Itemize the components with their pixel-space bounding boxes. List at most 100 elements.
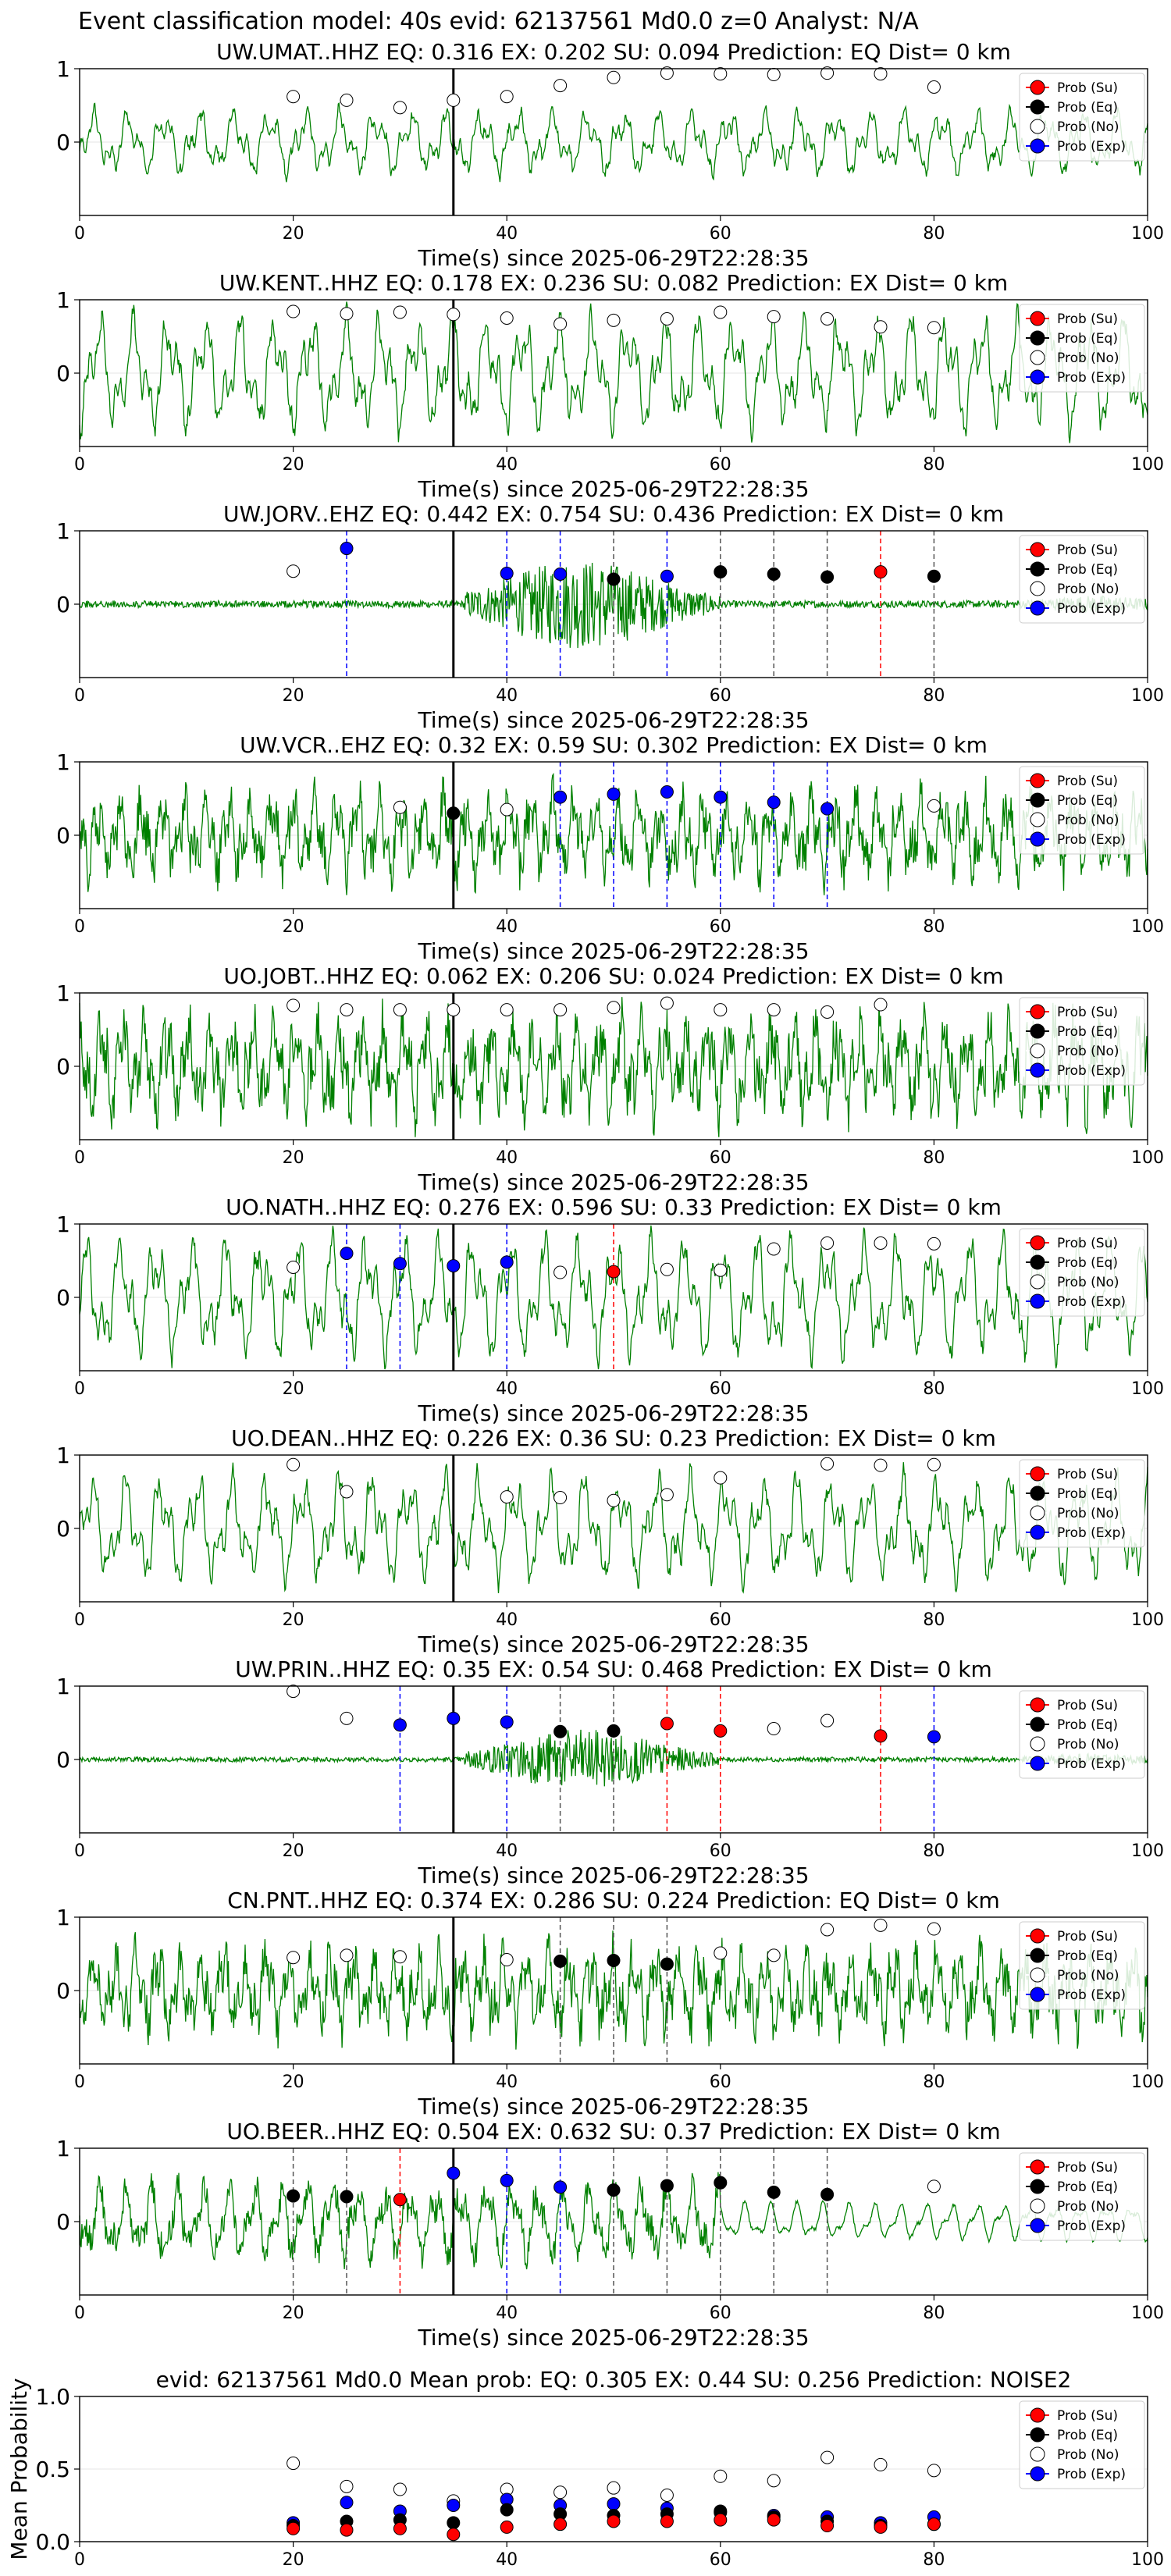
- prob-marker-exp: [767, 795, 781, 809]
- panel-title: UO.BEER..HHZ EQ: 0.504 EX: 0.632 SU: 0.3…: [226, 2119, 1000, 2144]
- prob-marker-eq: [767, 567, 781, 581]
- prob-marker-no: [340, 1485, 354, 1499]
- prob-marker-no: [607, 70, 621, 84]
- legend-label-exp: Prob (Exp): [1057, 2218, 1126, 2234]
- axes-frame: [79, 530, 1148, 678]
- legend-marker-eq: [1030, 1254, 1045, 1270]
- mean-marker-exp: [607, 2497, 621, 2511]
- legend-label-no: Prob (No): [1057, 1044, 1119, 1059]
- prob-marker-no: [340, 307, 354, 321]
- legend-label-eq: Prob (Eq): [1057, 1024, 1118, 1040]
- mean-marker-su: [927, 2517, 941, 2532]
- mean-marker-su: [500, 2520, 514, 2534]
- prob-marker-no: [874, 998, 888, 1012]
- prob-marker-eq: [820, 570, 835, 584]
- mean-marker-eq: [500, 2503, 514, 2517]
- mean-marker-su: [287, 2521, 301, 2535]
- prob-marker-su: [393, 2193, 407, 2207]
- panel-title: UO.JOBT..HHZ EQ: 0.062 EX: 0.206 SU: 0.0…: [223, 963, 1003, 989]
- panel-UW.PRIN..HHZ: UW.PRIN..HHZ EQ: 0.35 EX: 0.54 SU: 0.468…: [56, 1656, 1164, 1888]
- prob-marker-exp: [447, 2166, 461, 2180]
- y-tick-label: 1: [56, 518, 70, 544]
- x-tick-label: 60: [710, 917, 731, 937]
- x-tick-label: 100: [1131, 1379, 1164, 1399]
- prob-marker-exp: [660, 569, 674, 583]
- prob-marker-no: [393, 101, 407, 115]
- x-tick-label: 80: [923, 455, 945, 475]
- x-tick-label: 80: [923, 1841, 945, 1861]
- prob-marker-su: [660, 1717, 674, 1731]
- x-tick-label: 60: [710, 1379, 731, 1399]
- prob-marker-no: [500, 802, 514, 817]
- prob-marker-eq: [287, 2189, 301, 2203]
- panel-title: UW.UMAT..HHZ EQ: 0.316 EX: 0.202 SU: 0.0…: [216, 39, 1011, 65]
- x-tick-label: 80: [923, 1379, 945, 1399]
- legend-marker-no: [1030, 119, 1045, 134]
- prob-marker-no: [660, 311, 674, 326]
- legend-marker-eq: [1030, 330, 1045, 346]
- legend-marker-eq: [1030, 2427, 1045, 2443]
- panel-title: UW.KENT..HHZ EQ: 0.178 EX: 0.236 SU: 0.0…: [219, 270, 1008, 296]
- prob-marker-no: [820, 1005, 835, 1019]
- y-tick-label: 0: [56, 1747, 70, 1773]
- legend-marker-exp: [1030, 600, 1045, 616]
- legend-label-eq: Prob (Eq): [1057, 1486, 1118, 1502]
- prob-marker-no: [500, 1953, 514, 1967]
- axes-frame: [79, 1916, 1148, 2065]
- x-tick-label: 0: [74, 686, 85, 706]
- prob-marker-no: [767, 1242, 781, 1256]
- legend-marker-no: [1030, 1043, 1045, 1059]
- prob-marker-no: [767, 1722, 781, 1736]
- legend-label-eq: Prob (Eq): [1057, 2428, 1118, 2443]
- legend-label-eq: Prob (Eq): [1057, 331, 1118, 347]
- legend-label-exp: Prob (Exp): [1057, 370, 1126, 386]
- x-axis-label: Time(s) since 2025-06-29T22:28:35: [417, 938, 809, 964]
- x-tick-label: 100: [1131, 455, 1164, 475]
- prob-marker-no: [340, 1711, 354, 1725]
- prob-marker-no: [287, 1457, 301, 1471]
- x-tick-label: 60: [710, 1610, 731, 1630]
- prob-marker-eq: [607, 2183, 621, 2197]
- x-tick-label: 0: [74, 917, 85, 937]
- legend-label-su: Prob (Su): [1057, 2160, 1118, 2176]
- x-axis-label: Time(s) since 2025-06-29T22:28:35: [417, 2325, 809, 2350]
- legend-marker-no: [1030, 1505, 1045, 1521]
- y-tick-label: 0: [56, 823, 70, 849]
- prob-marker-no: [820, 1236, 835, 1250]
- x-tick-label: 100: [1131, 917, 1164, 937]
- prob-marker-no: [393, 800, 407, 814]
- prob-marker-no: [447, 93, 461, 107]
- legend-label-exp: Prob (Exp): [1057, 1756, 1126, 1772]
- legend-frame: [1019, 73, 1145, 162]
- x-tick-label: 40: [496, 1841, 518, 1861]
- y-tick-label: 1: [56, 56, 70, 82]
- x-tick-label: 20: [283, 2304, 304, 2323]
- prob-marker-su: [714, 1724, 728, 1738]
- legend-3: Prob (Su) Prob (Eq) Prob (No) Prob (Exp): [1019, 766, 1145, 855]
- legend-label-su: Prob (Su): [1057, 2408, 1118, 2424]
- legend-label-exp: Prob (Exp): [1057, 1987, 1126, 2003]
- legend-label-no: Prob (No): [1057, 1968, 1119, 1984]
- legend-label-exp: Prob (Exp): [1057, 832, 1126, 848]
- y-tick-label: 1: [56, 1212, 70, 1237]
- x-tick-label: 20: [283, 455, 304, 475]
- x-tick-label: 0: [74, 224, 85, 244]
- legend-marker-no: [1030, 2198, 1045, 2214]
- panel-UO.NATH..HHZ: UO.NATH..HHZ EQ: 0.276 EX: 0.596 SU: 0.3…: [56, 1194, 1164, 1426]
- prob-marker-no: [927, 1922, 941, 1936]
- x-axis-label: Time(s) since 2025-06-29T22:28:35: [417, 1863, 809, 1888]
- legend-label-exp: Prob (Exp): [1057, 139, 1126, 155]
- prob-marker-no: [553, 1265, 568, 1279]
- mean-marker-no: [874, 2457, 888, 2471]
- panel-title: UO.NATH..HHZ EQ: 0.276 EX: 0.596 SU: 0.3…: [226, 1194, 1002, 1220]
- prob-marker-no: [714, 305, 728, 319]
- prob-marker-eq: [767, 2185, 781, 2199]
- mean-marker-exp: [340, 2496, 354, 2510]
- x-tick-label: 40: [496, 455, 518, 475]
- prob-marker-exp: [660, 785, 674, 799]
- prob-marker-no: [927, 80, 941, 94]
- legend-5: Prob (Su) Prob (Eq) Prob (No) Prob (Exp): [1019, 1228, 1145, 1317]
- x-tick-label: 0: [74, 1148, 85, 1168]
- legend-label-su: Prob (Su): [1057, 1929, 1118, 1944]
- legend-label-no: Prob (No): [1057, 1275, 1119, 1290]
